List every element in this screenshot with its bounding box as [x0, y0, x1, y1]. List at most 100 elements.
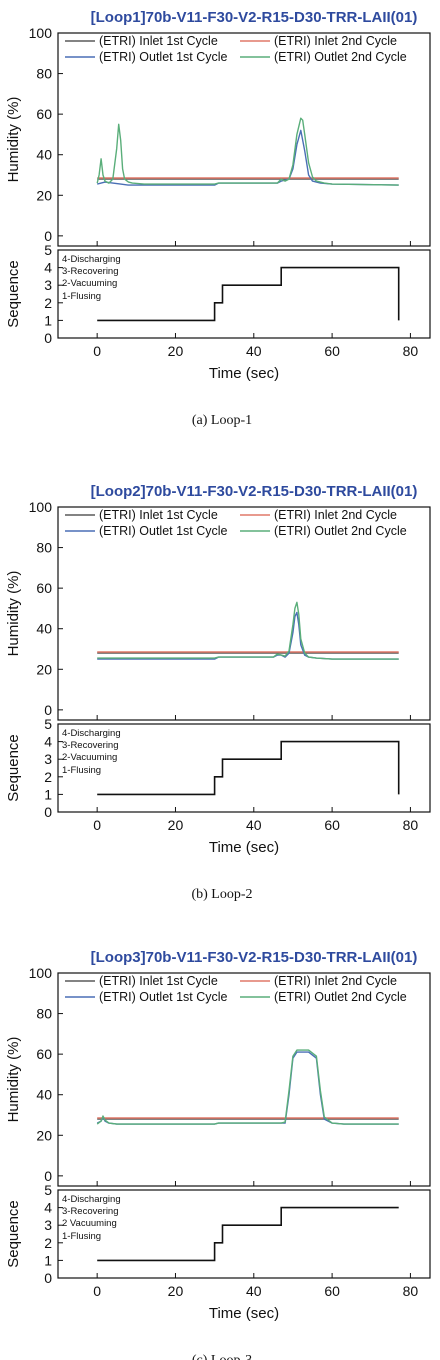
x-tick-label: 60 — [324, 1283, 340, 1299]
humidity-plot-frame — [57, 972, 431, 1187]
y-tick-label: 3 — [44, 751, 52, 767]
y-tick-label: 80 — [36, 1006, 52, 1022]
y-tick-label: 100 — [29, 25, 53, 41]
legend-entry: (ETRI) Outlet 2nd Cycle — [274, 990, 407, 1004]
y-tick-label: 60 — [36, 580, 52, 596]
x-tick-label: 40 — [246, 817, 262, 833]
legend-entry: (ETRI) Outlet 1st Cycle — [99, 50, 228, 64]
x-tick-label: 20 — [168, 817, 184, 833]
y-tick-label: 0 — [44, 1270, 52, 1286]
series-line-3 — [96, 1051, 399, 1125]
y-tick-label: 20 — [36, 1127, 52, 1143]
figure-loop-3: [Loop3]70b-V11-F30-V2-R15-D30-TRR-LAII(0… — [5, 949, 431, 1360]
sequence-annotation: 4-Discharging — [62, 728, 121, 739]
humidity-plot-frame — [57, 506, 431, 721]
y-tick-label: 20 — [36, 187, 52, 203]
series-line-3 — [97, 129, 399, 186]
legend-entry: (ETRI) Outlet 1st Cycle — [99, 524, 228, 538]
sequence-plot-frame — [57, 249, 431, 339]
sequence-annotation: 3-Recovering — [62, 266, 119, 277]
x-tick-label: 60 — [324, 817, 340, 833]
y-axis-label: Humidity (%) — [5, 97, 22, 183]
y-axis-label-sequence: Sequence — [5, 1200, 22, 1268]
chart-title: [Loop1]70b-V11-F30-V2-R15-D30-TRR-LAII(0… — [91, 9, 418, 26]
y-tick-label: 0 — [44, 228, 52, 244]
legend-entry: (ETRI) Outlet 1st Cycle — [99, 990, 228, 1004]
y-tick-label: 0 — [44, 1168, 52, 1184]
y-tick-label: 4 — [44, 260, 52, 276]
y-tick-label: 60 — [36, 1046, 52, 1062]
x-tick-label: 0 — [93, 1283, 101, 1299]
sequence-line — [97, 1206, 399, 1262]
y-axis-label-sequence: Sequence — [5, 260, 22, 328]
y-tick-label: 100 — [29, 965, 53, 981]
x-tick-label: 80 — [403, 343, 419, 359]
sequence-annotation: 3-Recovering — [62, 740, 119, 751]
panel-caption: (a) Loop-1 — [192, 413, 252, 428]
x-axis-label: Time (sec) — [209, 839, 279, 856]
y-axis-label: Humidity (%) — [5, 571, 22, 657]
x-tick-label: 0 — [93, 343, 101, 359]
sequence-annotation: 1-Flusing — [62, 765, 101, 776]
y-tick-label: 5 — [44, 242, 52, 258]
y-tick-label: 80 — [36, 66, 52, 82]
sequence-annotation: 2 Vacuuming — [62, 1218, 117, 1229]
legend-entry: (ETRI) Outlet 2nd Cycle — [274, 50, 407, 64]
y-tick-label: 1 — [44, 1252, 52, 1268]
y-tick-label: 4 — [44, 1200, 52, 1216]
series-line-4 — [96, 117, 399, 186]
y-tick-label: 5 — [44, 1182, 52, 1198]
y-tick-label: 5 — [44, 716, 52, 732]
sequence-plot-frame — [57, 1189, 431, 1279]
legend-entry: (ETRI) Inlet 1st Cycle — [99, 974, 218, 988]
x-axis-label: Time (sec) — [209, 365, 279, 382]
sequence-line — [97, 740, 400, 796]
y-tick-label: 0 — [44, 804, 52, 820]
chart-title: [Loop2]70b-V11-F30-V2-R15-D30-TRR-LAII(0… — [91, 483, 418, 500]
sequence-annotation: 1-Flusing — [62, 291, 101, 302]
sequence-annotation: 4-Discharging — [62, 1194, 121, 1205]
legend-entry: (ETRI) Inlet 2nd Cycle — [274, 34, 397, 48]
sequence-plot-frame — [57, 723, 431, 813]
y-tick-label: 100 — [29, 499, 53, 515]
legend-entry: (ETRI) Outlet 2nd Cycle — [274, 524, 407, 538]
sequence-annotation: 2-Vacuuming — [62, 278, 117, 289]
x-tick-label: 80 — [403, 817, 419, 833]
series-line-4 — [96, 1049, 399, 1125]
legend-entry: (ETRI) Inlet 1st Cycle — [99, 34, 218, 48]
series-line-4 — [97, 601, 399, 660]
y-tick-label: 2 — [44, 769, 52, 785]
sequence-line — [97, 266, 400, 322]
y-axis-label: Humidity (%) — [5, 1037, 22, 1123]
x-tick-label: 0 — [93, 817, 101, 833]
panel-caption: (c) Loop-3 — [192, 1353, 252, 1360]
y-tick-label: 2 — [44, 295, 52, 311]
humidity-plot-frame — [57, 32, 431, 247]
sequence-annotation: 1-Flusing — [62, 1231, 101, 1242]
y-axis-label-sequence: Sequence — [5, 734, 22, 802]
y-tick-label: 40 — [36, 1087, 52, 1103]
x-tick-label: 80 — [403, 1283, 419, 1299]
y-tick-label: 40 — [36, 147, 52, 163]
y-tick-label: 0 — [44, 330, 52, 346]
y-tick-label: 1 — [44, 312, 52, 328]
y-tick-label: 4 — [44, 734, 52, 750]
y-tick-label: 20 — [36, 661, 52, 677]
x-tick-label: 60 — [324, 343, 340, 359]
legend-entry: (ETRI) Inlet 2nd Cycle — [274, 974, 397, 988]
y-tick-label: 60 — [36, 106, 52, 122]
chart-title: [Loop3]70b-V11-F30-V2-R15-D30-TRR-LAII(0… — [91, 949, 418, 966]
y-tick-label: 2 — [44, 1235, 52, 1251]
y-tick-label: 80 — [36, 540, 52, 556]
y-tick-label: 40 — [36, 621, 52, 637]
y-tick-label: 3 — [44, 1217, 52, 1233]
figure-loop-1: [Loop1]70b-V11-F30-V2-R15-D30-TRR-LAII(0… — [5, 9, 431, 428]
y-tick-label: 3 — [44, 277, 52, 293]
x-tick-label: 20 — [168, 343, 184, 359]
x-tick-label: 20 — [168, 1283, 184, 1299]
y-tick-label: 0 — [44, 702, 52, 718]
sequence-annotation: 3-Recovering — [62, 1206, 119, 1217]
legend-entry: (ETRI) Inlet 1st Cycle — [99, 508, 218, 522]
sequence-annotation: 2-Vacuuming — [62, 752, 117, 763]
x-axis-label: Time (sec) — [209, 1305, 279, 1322]
